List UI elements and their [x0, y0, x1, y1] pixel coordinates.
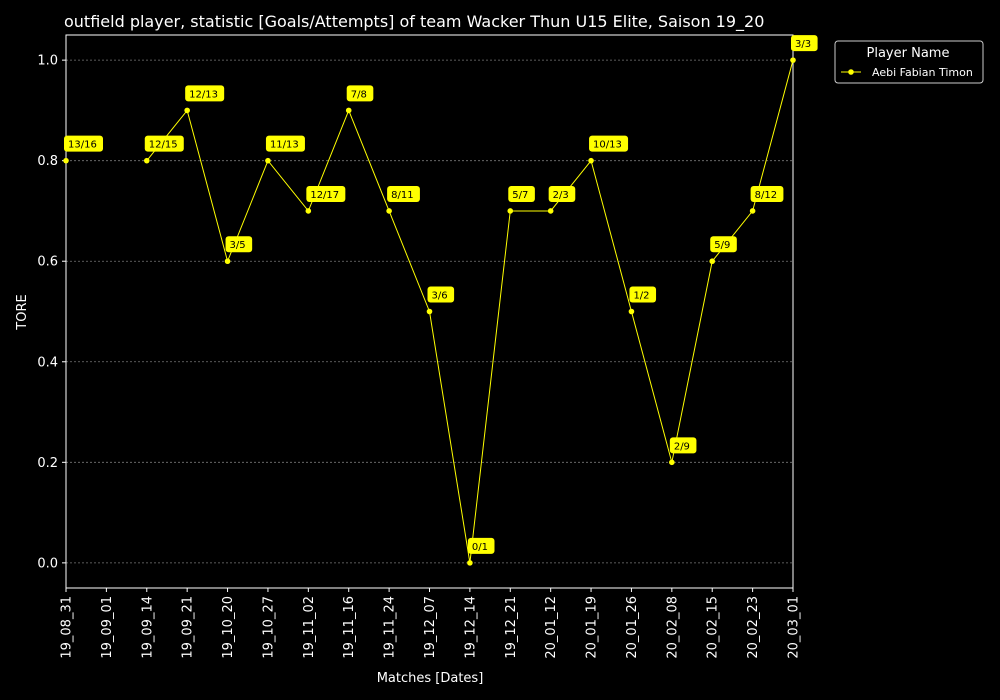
series-line — [146, 60, 794, 563]
x-tick-label: 19_09_21 — [181, 596, 196, 659]
y-tick-label: 0.2 — [37, 456, 58, 471]
data-label: 5/9 — [714, 240, 730, 251]
data-label-box — [467, 537, 495, 554]
x-tick-label: 19_12_07 — [423, 596, 438, 659]
data-point — [184, 107, 190, 114]
data-label-box — [427, 286, 455, 303]
data-label-box — [225, 236, 253, 253]
data-label: 2/3 — [553, 190, 569, 201]
x-tick-label: 19_12_14 — [463, 596, 478, 659]
data-label: 7/8 — [351, 89, 367, 100]
data-label-box — [185, 85, 225, 102]
data-point — [345, 107, 352, 114]
data-label-box — [669, 437, 697, 454]
data-label: 8/11 — [391, 190, 413, 201]
data-point — [709, 258, 716, 265]
data-label: 3/6 — [432, 291, 448, 302]
x-tick-label: 20_02_23 — [746, 596, 761, 659]
plot-area: 0.0 0.2 0.4 0.6 0.8 1.0 19_08_31 19_09_01 19_09_… — [37, 34, 818, 659]
y-tick-label: 0.6 — [37, 255, 58, 270]
data-label-box — [346, 85, 374, 102]
data-point — [669, 459, 675, 466]
x-tick-label: 19_11_24 — [383, 596, 398, 659]
data-label-box — [629, 286, 657, 303]
data-label-box — [265, 135, 305, 152]
data-label-box — [589, 135, 629, 152]
data-point — [265, 157, 271, 164]
x-tick-label: 19_12_21 — [504, 596, 519, 659]
data-point — [143, 157, 150, 164]
data-label: 3/5 — [230, 240, 246, 251]
data-point — [386, 208, 392, 214]
data-label: 0/1 — [472, 542, 488, 553]
data-label-box — [387, 185, 420, 202]
data-point — [547, 208, 554, 214]
data-label-box — [508, 185, 535, 202]
x-tick-label: 19_09_01 — [100, 596, 115, 659]
legend-entry-label: Aebi Fabian Timon — [872, 66, 973, 79]
y-tick-label: 0.4 — [37, 355, 58, 370]
x-tick-label: 19_11_02 — [302, 596, 317, 659]
data-label: 8/12 — [755, 190, 777, 201]
x-tick-label: 20_01_19 — [585, 596, 600, 659]
data-label-box — [144, 135, 184, 152]
data-point — [790, 57, 796, 63]
data-label-box — [306, 185, 346, 202]
x-tick-label: 19_08_31 — [60, 596, 75, 659]
legend: Player Name Aebi Fabian Timon — [834, 40, 984, 84]
x-axis-label: Matches [Dates] — [377, 671, 484, 686]
y-tick-label: 1.0 — [37, 54, 58, 69]
data-label: 11/13 — [270, 140, 299, 151]
data-label: 5/7 — [512, 190, 528, 201]
x-tick-label: 19_09_14 — [140, 596, 155, 659]
legend-title: Player Name — [867, 46, 950, 61]
data-point — [426, 308, 433, 315]
data-point — [507, 208, 514, 214]
data-label: 3/3 — [795, 39, 811, 50]
data-point — [749, 208, 756, 214]
data-label: 2/9 — [674, 441, 690, 452]
x-tick-label: 20_03_01 — [787, 596, 802, 659]
data-label: 10/13 — [593, 140, 622, 151]
x-tick-label: 20_02_15 — [706, 596, 721, 659]
data-label-box — [64, 135, 103, 152]
x-tick-label: 20_01_26 — [625, 596, 640, 659]
data-point — [628, 308, 635, 315]
data-point — [305, 208, 312, 214]
x-tick-label: 19_10_27 — [261, 596, 276, 659]
x-tick-label: 19_10_20 — [221, 596, 236, 659]
data-point — [224, 258, 231, 265]
data-label-box — [791, 35, 818, 52]
data-label-box — [750, 185, 784, 202]
data-label: 12/15 — [149, 140, 178, 151]
legend-frame — [834, 40, 984, 84]
y-axis-label: TORE — [15, 294, 30, 330]
data-label: 12/13 — [189, 89, 218, 100]
y-tick-label: 0.8 — [37, 154, 58, 169]
x-tick-label: 20_01_12 — [544, 596, 559, 659]
y-tick-label: 0.0 — [37, 556, 58, 571]
data-label: 13/16 — [68, 140, 97, 151]
data-label: 1/2 — [633, 291, 649, 302]
data-label: 12/17 — [310, 190, 339, 201]
data-point — [63, 157, 69, 164]
legend-marker-swatch — [848, 69, 854, 75]
data-point — [588, 157, 594, 164]
chart-title: outfield player, statistic [Goals/Attemp… — [64, 12, 764, 32]
data-point — [467, 560, 473, 566]
x-tick-label: 19_11_16 — [342, 596, 357, 659]
data-label-box — [710, 236, 737, 253]
data-label-box — [548, 185, 576, 202]
x-tick-label: 20_02_08 — [665, 596, 680, 659]
